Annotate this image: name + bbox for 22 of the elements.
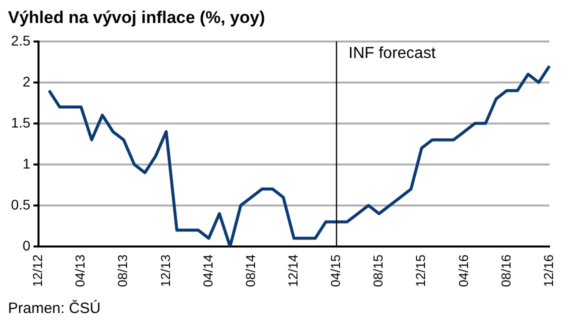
y-tick-label: 0 <box>22 237 31 254</box>
x-tick-label: 04/16 <box>456 254 471 288</box>
x-tick-label: 08/13 <box>115 254 130 288</box>
y-tick-label: 0.5 <box>10 196 31 212</box>
x-tick-label: 12/12 <box>30 254 46 288</box>
x-tick-label: 12/16 <box>540 254 556 288</box>
y-tick-label: 2 <box>22 73 31 90</box>
x-tick-label: 12/13 <box>158 254 173 288</box>
x-tick-label: 08/14 <box>242 254 258 288</box>
text: Pramen: ČSÚ <box>8 300 102 317</box>
x-tick-label: 12/14 <box>286 254 301 288</box>
x-tick-label: 04/13 <box>72 254 88 288</box>
y-tick-label: 1 <box>22 155 31 172</box>
x-tick-label: 04/14 <box>200 254 216 288</box>
x-tick-label: 04/15 <box>328 254 344 288</box>
y-tick-label: 2.5 <box>10 32 31 48</box>
x-tick-label: 08/16 <box>498 254 514 288</box>
ref-line-label: INF forecast <box>348 44 436 62</box>
x-tick-label: 12/15 <box>413 254 428 288</box>
y-tick-label: 1.5 <box>10 114 31 130</box>
chart-title: Výhled na vývoj inflace (%, yoy) <box>8 8 266 28</box>
x-tick-label: 08/15 <box>370 254 386 288</box>
